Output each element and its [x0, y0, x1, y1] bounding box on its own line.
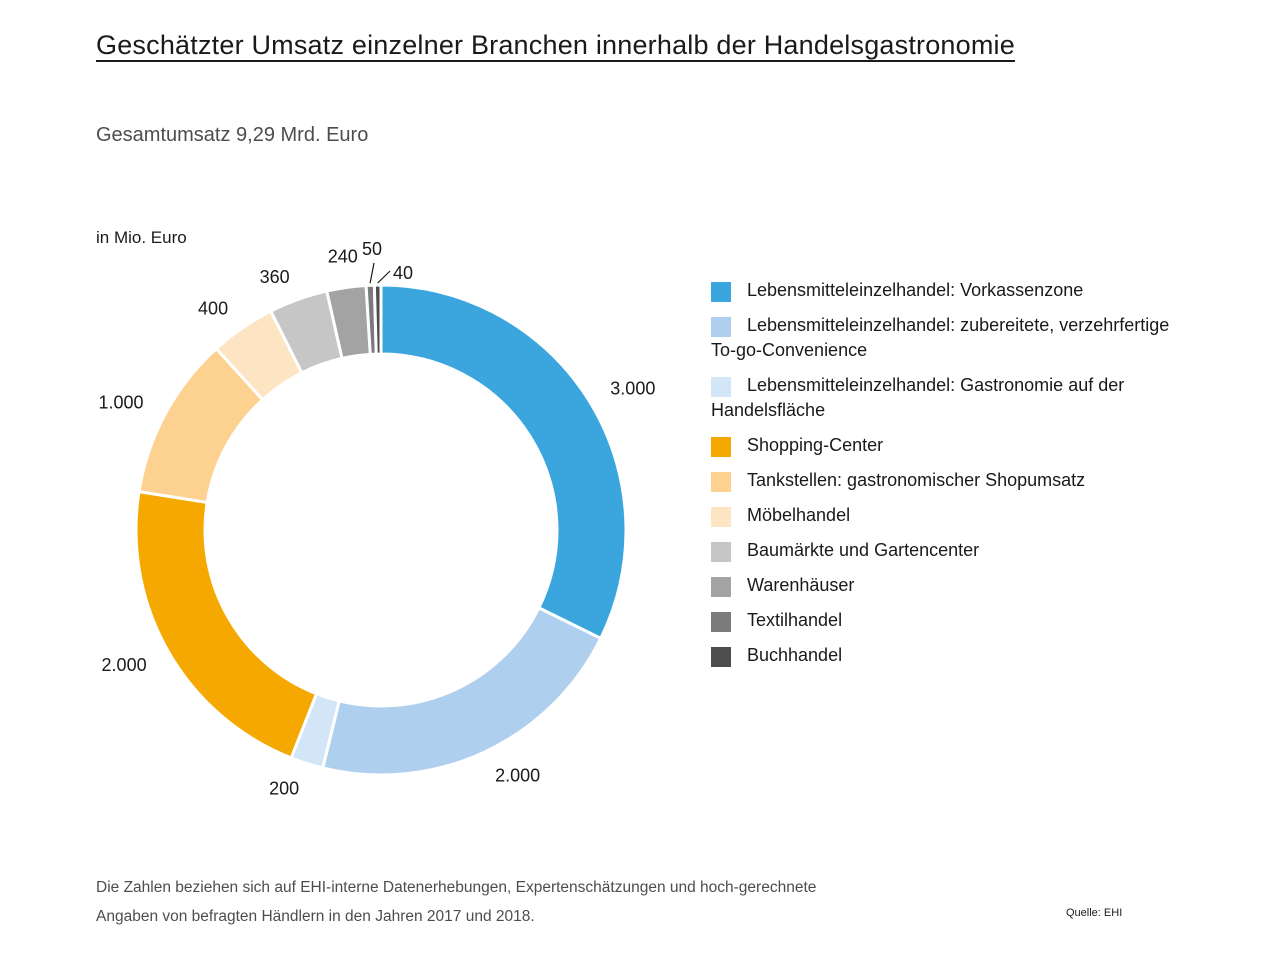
- legend-swatch: [711, 612, 731, 632]
- leader-line: [377, 270, 391, 284]
- legend-item: Textilhandel: [711, 608, 1181, 633]
- legend-item: Lebensmitteleinzelhandel: Gastronomie au…: [711, 373, 1181, 423]
- legend-item: Warenhäuser: [711, 573, 1181, 598]
- legend-label: Möbelhandel: [747, 505, 851, 525]
- slice-lebensmitteleinzelhandel-zubereitete-verzehrfertige-to-go-convenience: [321, 606, 603, 777]
- legend-swatch: [711, 317, 731, 337]
- legend-item: Lebensmitteleinzelhandel: Vorkassenzone: [711, 278, 1181, 303]
- legend-item: Buchhandel: [711, 643, 1181, 668]
- source-note: Quelle: EHI: [1066, 907, 1123, 919]
- legend-item: Shopping-Center: [711, 433, 1181, 458]
- legend-item: Möbelhandel: [711, 503, 1181, 528]
- value-label-lebensmitteleinzelhandel-zubereitete-verzehrfertige-to-go-convenience: 2.000: [495, 766, 540, 786]
- legend-swatch: [711, 377, 731, 397]
- value-label-baumaerkte-und-gartencenter: 360: [260, 267, 290, 287]
- legend-swatch: [711, 577, 731, 597]
- chart-subtitle: Gesamtumsatz 9,29 Mrd. Euro: [96, 124, 369, 146]
- value-label-warenhaeuser: 240: [328, 247, 358, 267]
- legend-label: Buchhandel: [747, 645, 843, 665]
- value-label-buchhandel: 40: [393, 263, 413, 283]
- legend-label: Baumärkte und Gartencenter: [747, 540, 980, 560]
- footnote: Die Zahlen beziehen sich auf EHI-interne…: [96, 879, 817, 925]
- legend-label: Lebensmitteleinzelhandel: zubereitete, v…: [711, 315, 1170, 360]
- unit-label: in Mio. Euro: [96, 228, 187, 247]
- value-label-moebelhandel: 400: [198, 299, 228, 319]
- legend-swatch: [711, 647, 731, 667]
- legend-swatch: [711, 542, 731, 562]
- legend-item: Lebensmitteleinzelhandel: zubereitete, v…: [711, 313, 1181, 363]
- legend: Lebensmitteleinzelhandel: Vorkassenzone …: [711, 278, 1181, 678]
- slice-lebensmitteleinzelhandel-vorkassenzone: [379, 283, 628, 640]
- legend-item: Baumärkte und Gartencenter: [711, 538, 1181, 563]
- value-label-shopping-center: 2.000: [102, 655, 147, 675]
- leader-line: [369, 262, 375, 284]
- legend-swatch: [711, 437, 731, 457]
- value-label-lebensmitteleinzelhandel-gastronomie-auf-der-handelsflaeche: 200: [269, 778, 299, 798]
- legend-label: Shopping-Center: [747, 435, 884, 455]
- legend-swatch: [711, 472, 731, 492]
- legend-label: Textilhandel: [747, 610, 843, 630]
- value-label-lebensmitteleinzelhandel-vorkassenzone: 3.000: [610, 378, 655, 398]
- legend-label: Tankstellen: gastronomischer Shopumsatz: [747, 470, 1086, 490]
- slice-shopping-center: [134, 490, 318, 760]
- legend-swatch: [711, 282, 731, 302]
- value-label-textilhandel: 50: [362, 239, 382, 259]
- legend-label: Lebensmitteleinzelhandel: Gastronomie au…: [711, 375, 1125, 420]
- legend-label: Warenhäuser: [747, 575, 855, 595]
- legend-swatch: [711, 507, 731, 527]
- legend-label: Lebensmitteleinzelhandel: Vorkassenzone: [747, 280, 1084, 300]
- value-label-tankstellen-gastronomischer-shopumsatz: 1.000: [98, 393, 143, 413]
- slice-buchhandel: [372, 283, 383, 356]
- chart-title: Geschätzter Umsatz einzelner Branchen in…: [96, 30, 1015, 60]
- legend-item: Tankstellen: gastronomischer Shopumsatz: [711, 468, 1181, 493]
